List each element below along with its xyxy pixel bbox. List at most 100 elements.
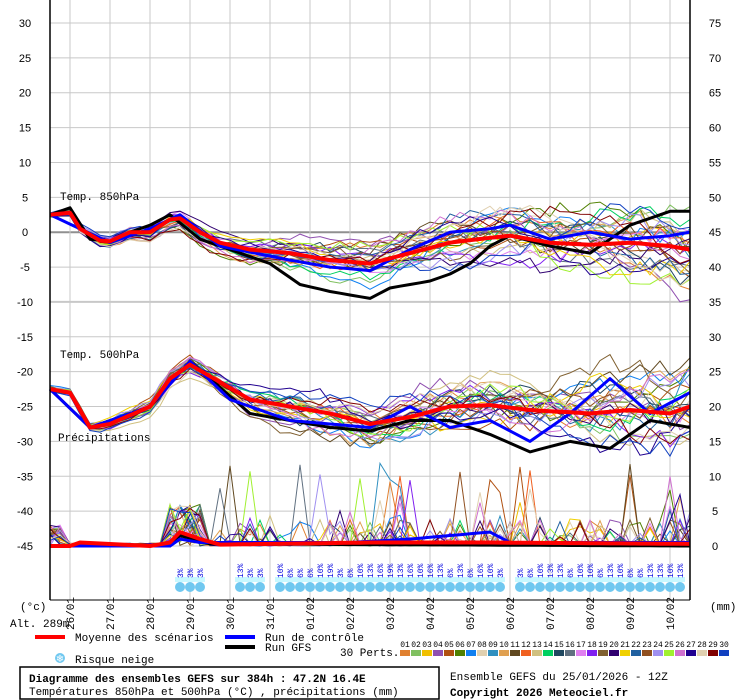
snow-risk-percent: 6% bbox=[467, 568, 476, 578]
snowflake-icon bbox=[245, 582, 255, 592]
snowflake-icon bbox=[665, 582, 675, 592]
snowflake-icon bbox=[555, 582, 565, 592]
member-number: 23 bbox=[642, 641, 652, 650]
gfs-t850-line bbox=[49, 206, 690, 300]
member-26-t850-line bbox=[49, 209, 691, 265]
snow-risk-percent: 6% bbox=[297, 568, 306, 578]
label-t500: Temp. 500hPa bbox=[60, 350, 140, 362]
left-unit-label: (°c) bbox=[20, 602, 46, 614]
date-tick-label: 06/02 bbox=[506, 597, 518, 630]
snowflake-icon bbox=[465, 582, 475, 592]
chart-subtitle: Températures 850hPa et 500hPa (°C) , pré… bbox=[29, 687, 399, 699]
member-legend: 01 02 03 04 05 06 07 08 09 10 11 12 13 14 15 16 17 18 19 20… bbox=[400, 641, 729, 656]
control-t850-line bbox=[49, 213, 691, 273]
right-tick-label: 35 bbox=[709, 297, 721, 309]
altitude-label: Alt. 289m bbox=[10, 619, 70, 631]
member-color-swatch bbox=[521, 650, 531, 656]
left-tick-label: -10 bbox=[17, 297, 33, 309]
right-tick-label: 25 bbox=[709, 367, 721, 379]
run-info: Ensemble GEFS du 25/01/2026 - 12Z bbox=[450, 672, 668, 684]
date-tick-label: 07/02 bbox=[546, 597, 558, 630]
snow-risk-percent: 10% bbox=[357, 563, 366, 578]
date-tick-label: 26/01 bbox=[66, 597, 78, 630]
snow-risk-percent: 6% bbox=[527, 568, 536, 578]
member-color-swatch bbox=[400, 650, 410, 656]
left-tick-label: 0 bbox=[22, 227, 28, 239]
member-number: 16 bbox=[565, 641, 575, 650]
snow-band bbox=[235, 577, 265, 582]
member-color-swatch bbox=[565, 650, 575, 656]
snowflake-icon bbox=[495, 582, 505, 592]
member-color-swatch bbox=[576, 650, 586, 656]
snow-risk-percent: 10% bbox=[317, 563, 326, 578]
snowflake-icon bbox=[345, 582, 355, 592]
member-number: 02 bbox=[411, 641, 421, 650]
snow-risk-percent: 3% bbox=[497, 568, 506, 578]
chart-title: Diagramme des ensembles GEFS sur 384h : … bbox=[29, 674, 366, 686]
snowflake-icon bbox=[285, 582, 295, 592]
member-28-t500-line bbox=[49, 371, 691, 441]
member-number: 01 bbox=[400, 641, 410, 650]
snow-band bbox=[175, 577, 205, 582]
snow-risk-percent: 3% bbox=[177, 568, 186, 578]
snow-risk-percent: 10% bbox=[277, 563, 286, 578]
right-tick-label: 40 bbox=[709, 262, 721, 274]
snow-risk-percent: 13% bbox=[647, 563, 656, 578]
member-color-swatch bbox=[642, 650, 652, 656]
member-color-swatch bbox=[620, 650, 630, 656]
snowflake-icon bbox=[355, 582, 365, 592]
snowflake-icon bbox=[405, 582, 415, 592]
snowflake-icon bbox=[535, 582, 545, 592]
member-number: 21 bbox=[620, 641, 630, 650]
snow-risk-percent: 10% bbox=[487, 563, 496, 578]
grid bbox=[50, 0, 690, 600]
legend-gfs-label: Run GFS bbox=[265, 643, 312, 655]
snow-risk-percent: 6% bbox=[447, 568, 456, 578]
right-tick-label: 70 bbox=[709, 53, 721, 65]
member-color-swatch bbox=[532, 650, 542, 656]
label-precip: Précipitations bbox=[58, 433, 150, 445]
date-tick-label: 02/02 bbox=[346, 597, 358, 630]
copyright: Copyright 2026 Meteociel.fr bbox=[450, 688, 628, 700]
date-tick-label: 08/02 bbox=[586, 597, 598, 630]
snow-risk-percent: 13% bbox=[237, 563, 246, 578]
member-number: 06 bbox=[455, 641, 465, 650]
left-tick-label: 25 bbox=[19, 53, 31, 65]
date-tick-label: 27/01 bbox=[106, 597, 118, 630]
snowflake-icon bbox=[185, 582, 195, 592]
member-number: 20 bbox=[609, 641, 619, 650]
member-color-swatch bbox=[675, 650, 685, 656]
snowflake-icon bbox=[575, 582, 585, 592]
snow-risk-percent: 6% bbox=[637, 568, 646, 578]
snow-risk-percent: 10% bbox=[537, 563, 546, 578]
member-color-swatch bbox=[609, 650, 619, 656]
snow-risk-percent: 13% bbox=[677, 563, 686, 578]
member-color-swatch bbox=[686, 650, 696, 656]
member-color-swatch bbox=[433, 650, 443, 656]
snowflake-icon bbox=[645, 582, 655, 592]
member-color-swatch bbox=[444, 650, 454, 656]
snow-band bbox=[515, 577, 685, 582]
snow-risk-percent: 6% bbox=[287, 568, 296, 578]
member-color-swatch bbox=[466, 650, 476, 656]
snow-risk-percent: 10% bbox=[417, 563, 426, 578]
snow-risk-percent: 10% bbox=[617, 563, 626, 578]
member-number: 08 bbox=[477, 641, 487, 650]
snow-risk-percent: 10% bbox=[587, 563, 596, 578]
label-t850: Temp. 850hPa bbox=[60, 192, 140, 204]
member-number: 09 bbox=[488, 641, 498, 650]
snowflake-icon bbox=[585, 582, 595, 592]
mean-t500-line bbox=[49, 362, 691, 430]
snowflake-icon bbox=[315, 582, 325, 592]
member-number: 27 bbox=[686, 641, 696, 650]
date-tick-label: 31/01 bbox=[266, 597, 278, 630]
snow-risk-percent: 16% bbox=[377, 563, 386, 578]
snowflake-icon bbox=[325, 582, 335, 592]
member-color-swatch bbox=[543, 650, 553, 656]
snowflake-icon bbox=[435, 582, 445, 592]
snowflake-icon bbox=[375, 582, 385, 592]
snowflake-icon bbox=[295, 582, 305, 592]
member-number: 15 bbox=[554, 641, 564, 650]
member-color-swatch bbox=[488, 650, 498, 656]
member-number: 07 bbox=[466, 641, 476, 650]
